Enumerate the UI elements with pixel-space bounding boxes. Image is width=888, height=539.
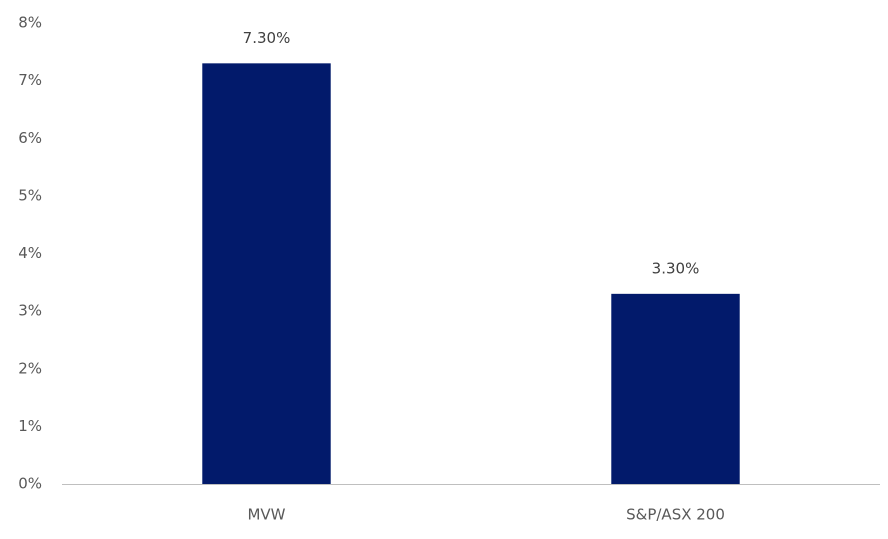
x-tick-label: MVW: [247, 506, 285, 524]
y-tick-label: 7%: [18, 71, 42, 89]
y-tick-label: 8%: [18, 14, 42, 32]
x-tick-label: S&P/ASX 200: [626, 506, 725, 524]
y-tick-label: 0%: [18, 475, 42, 493]
bar: [202, 63, 331, 485]
bar: [611, 293, 740, 484]
y-tick-label: 5%: [18, 186, 42, 204]
y-tick-label: 6%: [18, 129, 42, 147]
value-label: 7.30%: [243, 29, 291, 47]
y-tick-label: 1%: [18, 417, 42, 435]
y-tick-label: 4%: [18, 244, 42, 262]
y-tick-label: 2%: [18, 359, 42, 377]
value-label: 3.30%: [652, 259, 700, 277]
y-tick-label: 3%: [18, 302, 42, 320]
